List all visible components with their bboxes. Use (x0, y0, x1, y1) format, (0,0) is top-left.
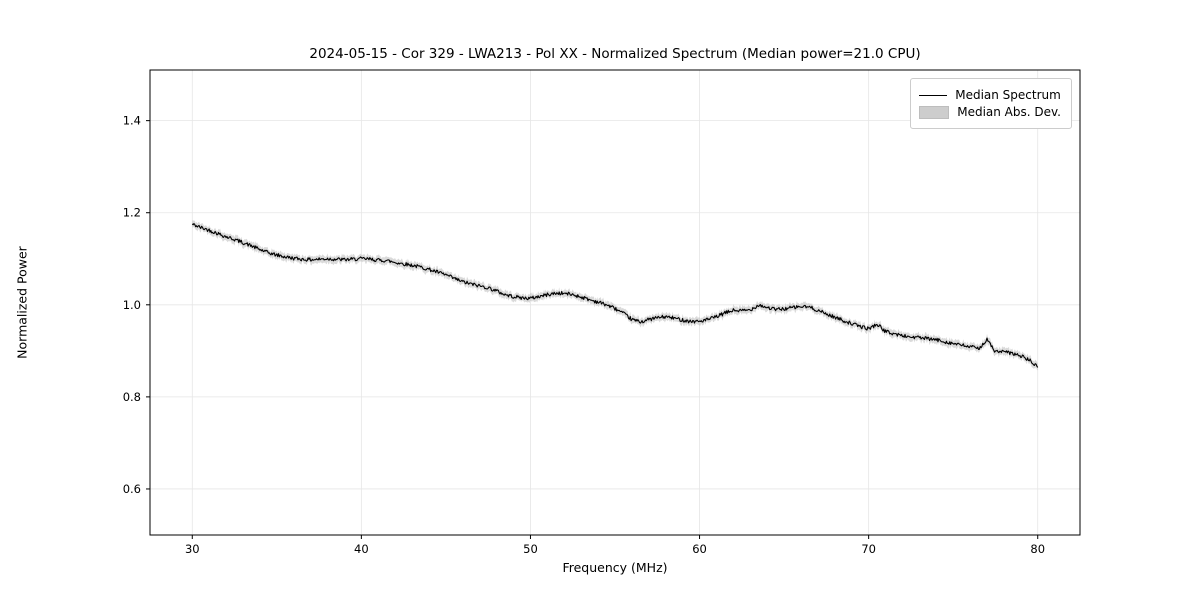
axes-frame (149, 69, 1081, 536)
legend-label: Median Spectrum (955, 88, 1061, 102)
y-axis-label: Normalized Power (14, 246, 30, 359)
y-tick-label: 0.6 (123, 482, 141, 496)
x-tick-label: 70 (861, 542, 876, 556)
chart-title: 2024-05-15 - Cor 329 - LWA213 - Pol XX -… (309, 46, 921, 62)
y-tick-label: 0.8 (123, 390, 141, 404)
y-tick-label: 1.2 (123, 206, 141, 220)
median-abs-dev-band-swatch (919, 105, 950, 119)
median-spectrum-line-swatch (919, 94, 948, 96)
median-abs-dev-band (192, 220, 1038, 371)
median-spectrum-line (191, 223, 1039, 368)
x-tick-label: 50 (523, 542, 538, 556)
x-tick-label: 80 (1030, 542, 1045, 556)
legend-entry-median-spectrum: Median Spectrum (919, 88, 1061, 102)
legend: Median Spectrum Median Abs. Dev. (910, 78, 1072, 129)
legend-entry-median-abs-dev: Median Abs. Dev. (919, 105, 1061, 119)
x-tick-label: 30 (185, 542, 200, 556)
y-tick-label: 1.0 (123, 298, 141, 312)
x-tick-label: 40 (354, 542, 369, 556)
x-axis-label: Frequency (MHz) (562, 560, 668, 575)
y-tick-label: 1.4 (123, 114, 141, 128)
x-tick-label: 60 (692, 542, 707, 556)
legend-label: Median Abs. Dev. (957, 105, 1061, 119)
